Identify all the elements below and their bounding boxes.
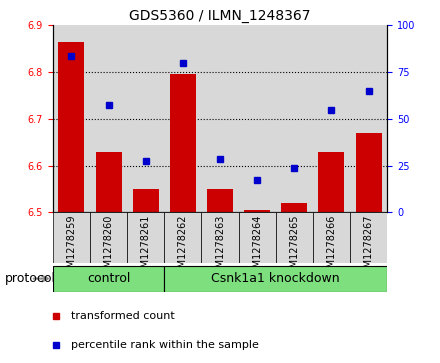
- Bar: [53, 212, 90, 263]
- Text: GSM1278261: GSM1278261: [141, 215, 150, 280]
- Bar: [127, 212, 164, 263]
- Bar: [59, 42, 84, 212]
- Bar: [276, 212, 313, 263]
- Bar: [238, 212, 276, 263]
- Bar: [281, 203, 307, 212]
- Text: percentile rank within the sample: percentile rank within the sample: [71, 340, 259, 350]
- Bar: [276, 25, 313, 212]
- Text: GSM1278259: GSM1278259: [66, 215, 77, 280]
- Text: GSM1278262: GSM1278262: [178, 215, 188, 280]
- Text: GSM1278266: GSM1278266: [326, 215, 337, 280]
- Bar: [350, 212, 387, 263]
- Bar: [202, 212, 238, 263]
- Text: GSM1278260: GSM1278260: [103, 215, 114, 280]
- Bar: [164, 212, 202, 263]
- Bar: [238, 25, 276, 212]
- Bar: [95, 152, 121, 212]
- Bar: [244, 210, 270, 212]
- Text: transformed count: transformed count: [71, 311, 175, 321]
- Text: protocol: protocol: [4, 272, 55, 285]
- Bar: [313, 25, 350, 212]
- Bar: [53, 25, 90, 212]
- Bar: [313, 212, 350, 263]
- Bar: [350, 25, 387, 212]
- Bar: [164, 266, 387, 292]
- Bar: [164, 25, 202, 212]
- Text: control: control: [87, 272, 130, 285]
- Bar: [90, 25, 127, 212]
- Bar: [90, 212, 127, 263]
- Bar: [356, 133, 381, 212]
- Text: Csnk1a1 knockdown: Csnk1a1 knockdown: [212, 272, 340, 285]
- Bar: [319, 152, 345, 212]
- Bar: [133, 189, 159, 212]
- Text: GSM1278264: GSM1278264: [252, 215, 262, 280]
- Bar: [127, 25, 164, 212]
- Bar: [202, 25, 238, 212]
- Text: GSM1278263: GSM1278263: [215, 215, 225, 280]
- Text: GSM1278265: GSM1278265: [290, 215, 299, 280]
- Bar: [53, 266, 164, 292]
- Text: GSM1278267: GSM1278267: [363, 215, 374, 280]
- Bar: [170, 74, 196, 212]
- Bar: [207, 189, 233, 212]
- Text: GDS5360 / ILMN_1248367: GDS5360 / ILMN_1248367: [129, 9, 311, 23]
